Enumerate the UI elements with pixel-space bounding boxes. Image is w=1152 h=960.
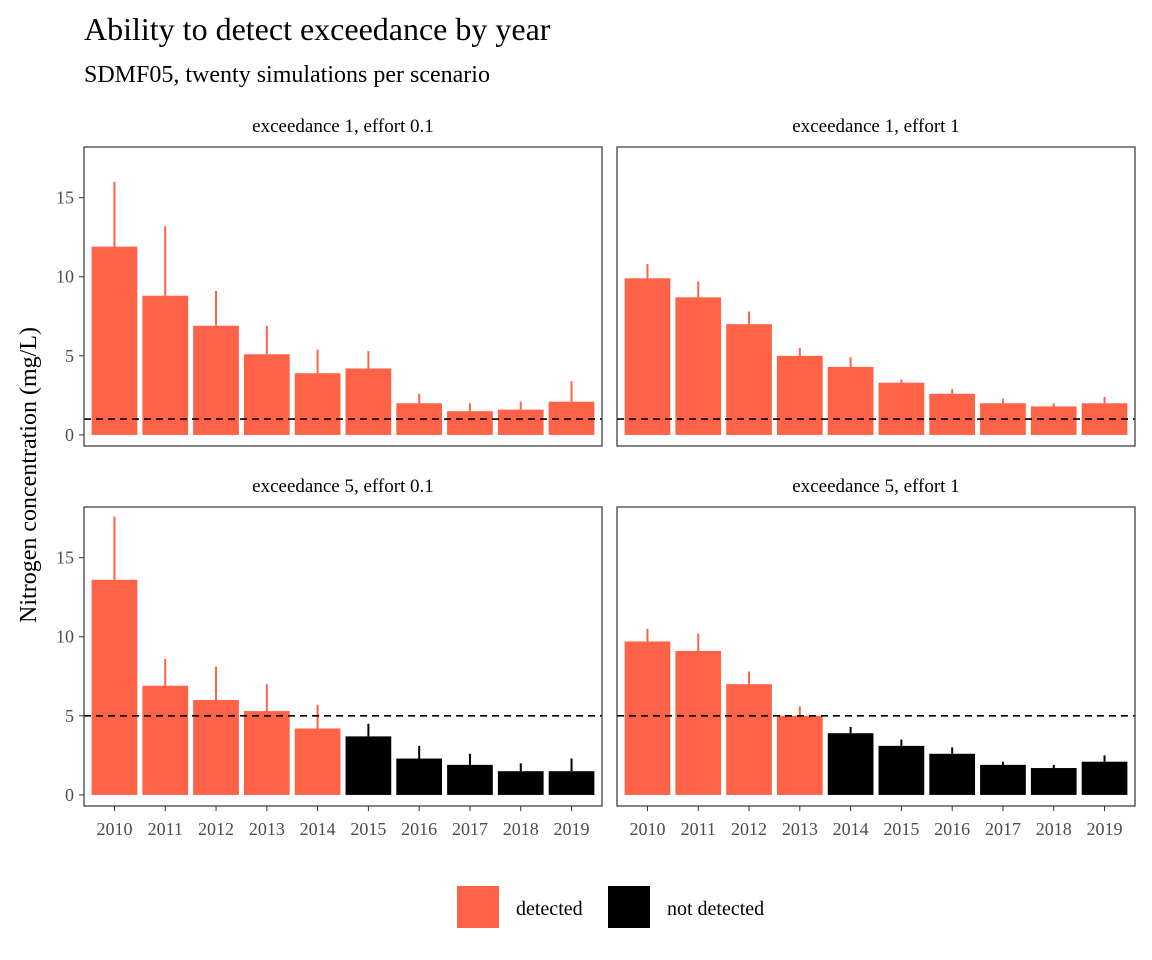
bar [142, 295, 189, 435]
legend-swatch [457, 886, 499, 928]
bar [548, 771, 595, 795]
legend-label: not detected [667, 898, 764, 920]
x-tick-label: 2014 [833, 819, 869, 839]
y-tick-label: 0 [65, 425, 74, 445]
x-tick-label: 2016 [401, 819, 437, 839]
x-tick-label: 2013 [249, 819, 285, 839]
bar [878, 382, 925, 435]
bar [294, 728, 341, 795]
y-tick-label: 5 [65, 706, 74, 726]
legend-swatch [608, 886, 650, 928]
bar [1030, 406, 1077, 435]
x-tick-label: 2018 [1036, 819, 1072, 839]
bar [726, 324, 772, 435]
bar [193, 325, 239, 435]
bar [980, 764, 1026, 795]
bar [624, 641, 671, 795]
bar [776, 355, 823, 435]
panel-strip-label: exceedance 1, effort 1 [792, 116, 959, 137]
bar [1030, 768, 1077, 795]
bar [929, 393, 976, 435]
y-tick-label: 10 [56, 627, 74, 647]
bar [447, 411, 493, 435]
x-tick-label: 2016 [934, 819, 970, 839]
panel-border [616, 506, 1136, 807]
bar [447, 764, 493, 795]
bar [827, 366, 874, 435]
bar [243, 354, 290, 435]
bar [929, 753, 976, 795]
x-tick-label: 2010 [96, 819, 132, 839]
x-tick-label: 2012 [731, 819, 767, 839]
bar [675, 297, 722, 435]
chart-subtitle: SDMF05, twenty simulations per scenario [84, 62, 490, 88]
panel-3: exceedance 5, effort 0.1 0 5 10 15 2010 2011 20… [56, 476, 603, 839]
y-tick-label: 15 [56, 188, 74, 208]
bar [396, 758, 443, 795]
bar [91, 246, 138, 435]
x-tick-label: 2013 [782, 819, 818, 839]
bar [91, 579, 138, 795]
panel-border [83, 146, 603, 447]
bar [776, 715, 823, 795]
x-tick-label: 2017 [452, 819, 488, 839]
bar [624, 278, 671, 435]
x-tick-label: 2019 [1087, 819, 1123, 839]
x-tick-label: 2017 [985, 819, 1021, 839]
bar [142, 685, 189, 795]
y-tick-label: 0 [65, 785, 74, 805]
bar [827, 733, 874, 795]
panel-border [616, 146, 1136, 447]
x-tick-label: 2014 [300, 819, 336, 839]
bar [675, 650, 722, 795]
bar [497, 771, 544, 795]
panel-border [83, 506, 603, 807]
panel-strip-label: exceedance 5, effort 1 [792, 476, 959, 497]
x-tick-label: 2011 [148, 819, 183, 839]
panel-1: exceedance 1, effort 0.1 0 5 10 15 [56, 116, 603, 447]
panel-strip-label: exceedance 1, effort 0.1 [252, 116, 434, 137]
x-tick-label: 2015 [350, 819, 386, 839]
x-tick-label: 2011 [681, 819, 716, 839]
panel-4: exceedance 5, effort 1 2010 2011 2012 2013 20… [616, 476, 1136, 839]
legend-label: detected [516, 898, 583, 920]
bar [878, 745, 925, 795]
bar [1081, 761, 1128, 795]
x-tick-label: 2010 [629, 819, 665, 839]
bar [345, 736, 392, 795]
bar [294, 373, 341, 435]
y-tick-label: 10 [56, 267, 74, 287]
panel-strip-label: exceedance 5, effort 0.1 [252, 476, 434, 497]
y-axis-label: Nitrogen concentration (mg/L) [16, 327, 42, 623]
bar [193, 700, 239, 795]
panel-2: exceedance 1, effort 1 [616, 116, 1136, 447]
legend: detected not detected [457, 886, 764, 928]
x-tick-label: 2019 [554, 819, 590, 839]
bar [726, 684, 772, 795]
bar [243, 711, 290, 795]
y-tick-label: 15 [56, 548, 74, 568]
x-tick-label: 2015 [883, 819, 919, 839]
x-tick-label: 2012 [198, 819, 234, 839]
bar [497, 409, 544, 435]
facet-panels: exceedance 1, effort 0.1051015exceedance… [56, 116, 1136, 839]
chart-title: Ability to detect exceedance by year [84, 11, 551, 47]
x-tick-label: 2018 [503, 819, 539, 839]
y-tick-label: 5 [65, 346, 74, 366]
bar [345, 368, 392, 435]
